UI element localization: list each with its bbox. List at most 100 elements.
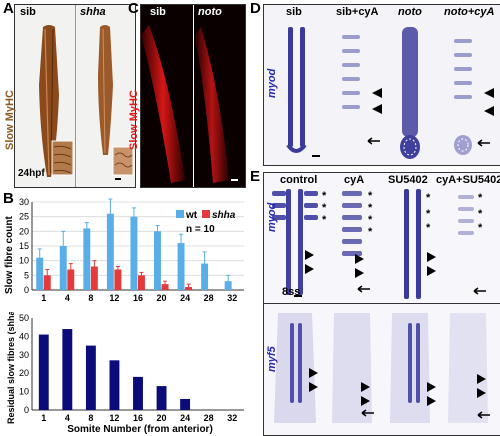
chart2-bars <box>38 329 191 410</box>
chart1-xtick-label: 8 <box>88 293 93 303</box>
panel-d-embryos <box>286 27 494 159</box>
chart1-bar-wt <box>201 263 209 290</box>
panel-d-col-noto-cya-text: noto+cyA <box>444 6 495 18</box>
chart1-bar-wt <box>106 213 114 290</box>
chart2-ytick-label: 40 <box>19 331 29 341</box>
chart1-xtick-label: 32 <box>227 293 237 303</box>
chart1-xtick-label: 24 <box>180 293 190 303</box>
chart2-ytick-label: 10 <box>19 387 29 397</box>
chart2-xtick-label: 8 <box>88 413 93 423</box>
chart1-ytick-label: 15 <box>19 241 29 251</box>
panel-c-sib-label: sib <box>150 6 166 18</box>
chart1-xtick-label: 28 <box>204 293 214 303</box>
chart2-xtick-label: 12 <box>109 413 119 423</box>
chart2-xtick-label: 4 <box>65 413 70 423</box>
panel-c-letter: C <box>128 0 139 17</box>
chart2-ylabel: Residual slow fibres (shha/wt %) <box>6 312 16 424</box>
chart-residual-slow-fibres: Residual slow fibres (shha/wt %) 0 10 20 30… <box>6 312 244 435</box>
chart1-bar-wt <box>154 231 161 290</box>
panel-e-gene2-label: myf5 <box>266 346 278 372</box>
chart2-xlabel: Somite Number (from anterior) <box>67 424 213 435</box>
panel-b-letter: B <box>3 190 14 207</box>
panel-e-gene1-label: myod <box>266 202 278 232</box>
panel-d-gene-label: myod <box>266 68 278 98</box>
panel-a-shha-label: shha <box>80 6 106 18</box>
chart2-axes: 0 10 20 30 40 50 1 4 8 12 16 20 24 28 32 <box>19 313 244 423</box>
legend-wt-swatch <box>176 210 184 218</box>
panel-a-embryos <box>39 5 134 187</box>
chart1-xtick-label: 4 <box>65 293 70 303</box>
panel-e-image: * * * * * * * * * * * * * <box>263 172 500 436</box>
panel-c-stain-label: Slow MyHC <box>128 90 140 150</box>
panel-c-fluorescence <box>141 5 238 187</box>
chart2-bar <box>38 334 49 410</box>
svg-text:*: * <box>322 190 327 202</box>
svg-text:*: * <box>426 192 431 204</box>
chart2-xtick-label: 1 <box>41 413 46 423</box>
chart2-xtick-label: 16 <box>133 413 143 423</box>
chart1-ytick-label: 0 <box>24 285 29 295</box>
svg-text:*: * <box>426 222 431 234</box>
chart2-xtick-label: 24 <box>180 413 190 423</box>
panel-d-col-noto-cya: noto+cyA <box>444 6 494 18</box>
panel-e-embryos: *** **** *** *** <box>264 189 500 423</box>
chart1-ytick-label: 30 <box>19 197 29 207</box>
svg-text:*: * <box>478 208 483 220</box>
chart1-bar-shha <box>43 275 51 290</box>
svg-text:*: * <box>368 214 373 226</box>
chart-slow-fibre-count: Slow fibre count 0 5 10 15 20 25 30 1 4 8 12 16 20 24… <box>4 197 244 303</box>
svg-text:*: * <box>368 190 373 202</box>
panel-a-stain-label: Slow MyHC <box>4 90 16 150</box>
chart1-ytick-label: 20 <box>19 226 29 236</box>
chart1-ylabel: Slow fibre count <box>4 216 15 294</box>
chart2-ytick-label: 0 <box>24 405 29 415</box>
svg-text:*: * <box>478 222 483 234</box>
chart1-bar-wt <box>36 257 44 290</box>
chart1-bar-wt <box>177 243 185 290</box>
chart1-xtick-label: 12 <box>109 293 119 303</box>
chart1-bars <box>36 198 232 290</box>
chart1-bar-shha <box>90 266 98 290</box>
panel-e-stage-label: 8ss <box>282 286 301 298</box>
panel-e-col-su5402: SU5402 <box>388 174 428 186</box>
panel-e-col-cya: cyA <box>344 174 365 186</box>
svg-text:*: * <box>368 226 373 238</box>
svg-text:*: * <box>368 202 373 214</box>
panel-e-letter: E <box>250 168 261 185</box>
panel-a-image <box>14 4 136 188</box>
chart2-bar <box>62 329 73 410</box>
chart1-legend: wt shha n = 10 <box>176 210 236 235</box>
chart2-ytick-label: 20 <box>19 368 29 378</box>
chart2-bar <box>85 345 96 410</box>
chart2-bar <box>133 376 143 410</box>
chart1-xtick-label: 16 <box>133 293 143 303</box>
chart2-bar <box>180 398 191 410</box>
panel-e-col-cya-su5402: cyA+SU5402 <box>436 174 500 186</box>
panel-e-col-control: control <box>280 174 318 186</box>
chart1-bar-shha <box>67 269 75 290</box>
chart1-ytick-label: 10 <box>19 256 29 266</box>
panel-d-col-sib: sib <box>286 6 302 18</box>
svg-text:*: * <box>322 214 327 226</box>
chart1-bar-wt <box>83 228 91 290</box>
chart2-ytick-label: 30 <box>19 350 29 360</box>
panel-c-image <box>140 4 246 188</box>
chart1-bar-wt <box>59 246 67 290</box>
panel-a-stain-word2: MyHC <box>4 90 16 122</box>
chart2-xtick-label: 28 <box>204 413 214 423</box>
panel-d-col-noto: noto <box>398 6 422 18</box>
panel-a-sib-label: sib <box>20 6 36 18</box>
chart1-bar-shha <box>114 269 122 290</box>
panel-a-letter: A <box>3 0 14 17</box>
chart1-xtick-label: 1 <box>41 293 46 303</box>
chart1-ytick-label: 5 <box>24 270 29 280</box>
panel-a-stage-label: 24hpf <box>18 168 45 179</box>
panel-d-letter: D <box>250 0 261 17</box>
panel-d-image <box>263 4 500 166</box>
legend-wt-label: wt <box>185 210 198 221</box>
panel-c-noto-label: noto <box>198 6 222 18</box>
chart1-annotation: n = 10 <box>186 224 215 235</box>
svg-text:*: * <box>426 208 431 220</box>
panel-a-stain-word1: Slow <box>4 121 16 150</box>
svg-text:*: * <box>478 192 483 204</box>
